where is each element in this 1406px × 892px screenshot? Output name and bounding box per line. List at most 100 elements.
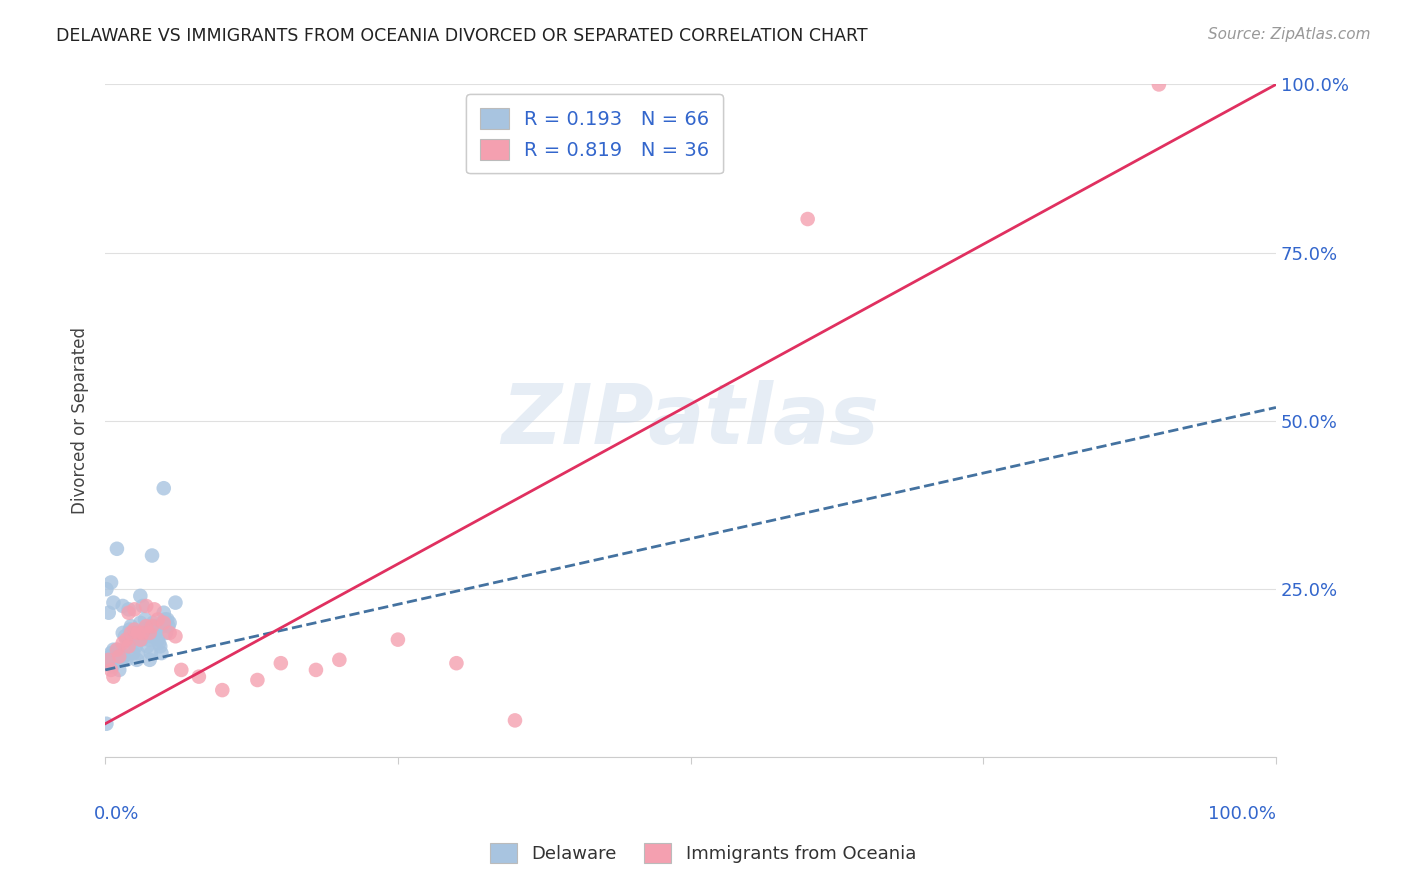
Point (796, 212, 818, 227)
Point (122, 646, 145, 660)
Point (149, 640, 172, 654)
Point (103, 670, 125, 684)
Point (136, 640, 159, 654)
Point (124, 640, 146, 654)
Point (129, 632, 152, 647)
Point (211, 683, 233, 698)
Point (150, 646, 173, 660)
Point (97, 606, 120, 620)
Point (157, 619, 180, 633)
Point (115, 653, 138, 667)
Text: 100.0%: 100.0% (1208, 805, 1277, 822)
Point (142, 615, 165, 630)
Point (152, 606, 174, 620)
Point (143, 619, 166, 633)
Point (96, 716, 118, 731)
Point (138, 626, 160, 640)
Point (97, 653, 120, 667)
Point (127, 646, 149, 660)
Point (127, 626, 149, 640)
Point (328, 653, 350, 667)
Point (141, 619, 163, 633)
Point (125, 653, 148, 667)
Point (111, 636, 134, 650)
Point (96, 653, 118, 667)
Legend: R = 0.193   N = 66, R = 0.819   N = 36: R = 0.193 N = 66, R = 0.819 N = 36 (467, 95, 723, 174)
Point (98, 649, 121, 664)
Point (152, 481, 174, 495)
Point (104, 653, 127, 667)
Point (107, 649, 129, 664)
Point (143, 602, 166, 616)
Point (159, 615, 181, 630)
Point (153, 612, 176, 626)
Point (305, 663, 328, 677)
Point (128, 626, 150, 640)
Point (118, 623, 141, 637)
Point (117, 640, 139, 654)
Point (138, 632, 160, 647)
Text: 0.0%: 0.0% (94, 805, 139, 822)
Point (114, 629, 136, 643)
Point (100, 646, 122, 660)
Point (103, 596, 125, 610)
Point (246, 673, 269, 687)
Point (131, 632, 153, 647)
Point (170, 663, 193, 677)
Point (132, 623, 155, 637)
Point (121, 626, 143, 640)
Point (503, 714, 526, 728)
Point (111, 626, 134, 640)
Point (387, 632, 409, 647)
Point (120, 626, 142, 640)
Point (105, 642, 128, 657)
Point (152, 615, 174, 630)
Point (155, 626, 177, 640)
Point (131, 599, 153, 613)
Point (112, 649, 135, 664)
Point (141, 629, 163, 643)
Point (134, 612, 156, 626)
Point (100, 575, 122, 590)
Point (135, 619, 157, 633)
Point (152, 619, 174, 633)
Point (120, 619, 142, 633)
Point (156, 612, 179, 626)
Point (101, 659, 124, 673)
Point (111, 599, 134, 613)
Point (270, 656, 292, 670)
Point (103, 649, 125, 664)
Point (108, 663, 131, 677)
Point (105, 642, 128, 657)
Point (124, 602, 146, 616)
Point (1147, 78, 1170, 92)
Point (187, 670, 209, 684)
Point (165, 629, 187, 643)
Point (117, 640, 139, 654)
Point (124, 623, 146, 637)
Legend: Delaware, Immigrants from Oceania: Delaware, Immigrants from Oceania (479, 832, 927, 874)
Point (105, 541, 128, 556)
Text: Source: ZipAtlas.com: Source: ZipAtlas.com (1208, 27, 1371, 42)
Point (100, 663, 122, 677)
Text: ZIPatlas: ZIPatlas (502, 380, 880, 461)
Text: DELAWARE VS IMMIGRANTS FROM OCEANIA DIVORCED OR SEPARATED CORRELATION CHART: DELAWARE VS IMMIGRANTS FROM OCEANIA DIVO… (56, 27, 868, 45)
Point (108, 649, 131, 664)
Point (146, 632, 169, 647)
Point (135, 599, 157, 613)
Point (159, 626, 181, 640)
Point (131, 626, 153, 640)
Point (129, 589, 152, 603)
Point (145, 619, 167, 633)
Point (103, 642, 125, 657)
Point (135, 629, 157, 643)
Point (96, 582, 118, 596)
Point (117, 606, 139, 620)
Point (145, 626, 167, 640)
Point (110, 646, 132, 660)
Point (117, 632, 139, 647)
Point (97, 656, 120, 670)
Point (115, 632, 138, 647)
Point (146, 612, 169, 626)
Point (446, 656, 468, 670)
